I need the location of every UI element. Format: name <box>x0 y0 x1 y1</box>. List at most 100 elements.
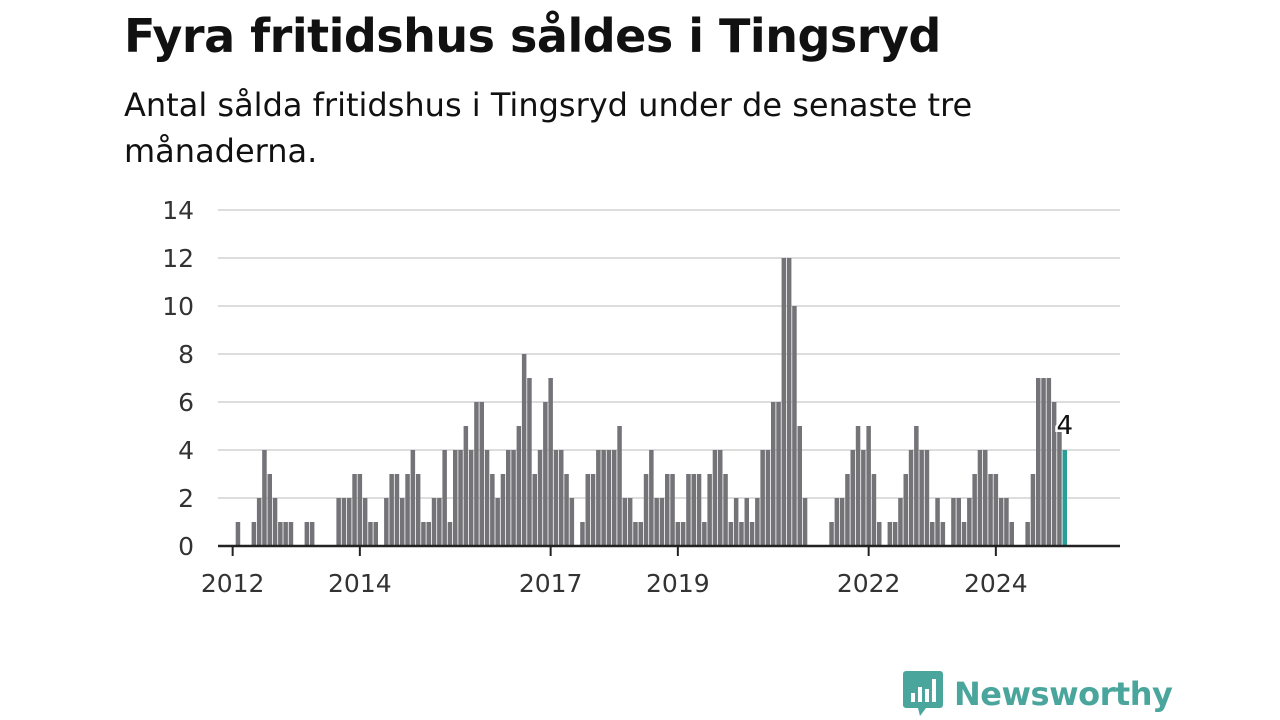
bar <box>914 426 919 546</box>
bar <box>834 498 840 546</box>
bar <box>447 522 453 546</box>
bar <box>1051 402 1057 546</box>
x-tick-label: 2012 <box>201 569 265 598</box>
bar <box>405 474 410 546</box>
bar <box>474 402 479 546</box>
bar <box>691 474 696 546</box>
bar <box>786 258 792 546</box>
bar <box>267 474 272 546</box>
bar <box>665 474 670 546</box>
bar <box>490 474 495 546</box>
bar <box>892 522 898 546</box>
bar <box>336 498 341 546</box>
bar <box>468 450 474 546</box>
bar <box>1041 378 1046 546</box>
x-tick-label: 2022 <box>837 569 901 598</box>
y-tick-label: 14 <box>162 196 194 225</box>
bars <box>235 258 1067 546</box>
x-tick-label: 2017 <box>519 569 583 598</box>
bar <box>887 522 893 546</box>
bar <box>506 450 511 546</box>
bar <box>877 522 882 546</box>
bar <box>309 522 315 546</box>
y-tick-label: 12 <box>162 244 194 273</box>
bar <box>998 498 1004 546</box>
bar <box>426 522 431 546</box>
bar <box>442 450 447 546</box>
bar <box>802 498 808 546</box>
bar <box>384 498 389 546</box>
bar <box>680 522 686 546</box>
bar <box>288 522 294 546</box>
bar <box>347 498 352 546</box>
bar <box>951 498 956 546</box>
latest-value-label: 4 <box>1056 411 1073 441</box>
bar <box>362 498 368 546</box>
bar <box>495 498 500 546</box>
bar <box>511 450 516 546</box>
bar <box>484 450 490 546</box>
bar <box>643 474 649 546</box>
bar <box>251 522 257 546</box>
bar <box>850 450 855 546</box>
bar <box>373 522 378 546</box>
bar <box>479 402 484 546</box>
bar <box>543 402 548 546</box>
bar <box>723 474 728 546</box>
x-tick-label: 2019 <box>646 569 710 598</box>
labels: 0 2 4 6 8 10 12 14 2012 2014 2017 2019 2022 2024 4 <box>162 196 1075 598</box>
bar <box>935 498 940 546</box>
bar <box>792 306 797 546</box>
y-tick-label: 10 <box>162 292 194 321</box>
bar <box>1025 522 1030 546</box>
bar <box>919 450 924 546</box>
bar <box>898 498 903 546</box>
bar <box>453 450 458 546</box>
bar <box>712 450 718 546</box>
bar <box>654 498 659 546</box>
brand-name: Newsworthy <box>954 675 1173 713</box>
bar <box>749 522 755 546</box>
bar <box>262 450 267 546</box>
bar <box>278 522 283 546</box>
bar <box>617 426 622 546</box>
bar <box>755 498 760 546</box>
bar <box>622 498 628 546</box>
bar <box>983 450 988 546</box>
bar <box>845 474 850 546</box>
x-tick-label: 2014 <box>328 569 392 598</box>
bar <box>988 474 993 546</box>
bar <box>400 498 405 546</box>
y-tick-label: 2 <box>178 484 194 513</box>
bar <box>283 522 288 546</box>
bar <box>415 474 421 546</box>
bar <box>569 498 575 546</box>
chart-title: Fyra fritidshus såldes i Tingsryd <box>124 9 941 63</box>
bar <box>633 522 638 546</box>
bar <box>744 498 749 546</box>
bar <box>1036 378 1041 546</box>
bar <box>272 498 278 546</box>
y-tick-label: 0 <box>178 532 194 561</box>
bar <box>1046 378 1052 546</box>
bar <box>961 522 967 546</box>
bar <box>463 426 469 546</box>
bar <box>304 522 310 546</box>
bar <box>993 474 999 546</box>
bar <box>458 450 463 546</box>
bar <box>675 522 681 546</box>
bar <box>760 450 765 546</box>
bar <box>500 474 506 546</box>
y-tick-label: 4 <box>178 436 194 465</box>
bar <box>686 474 691 546</box>
bar <box>1004 498 1009 546</box>
bar <box>797 426 802 546</box>
bar <box>771 402 776 546</box>
bar <box>394 474 400 546</box>
bar <box>940 522 946 546</box>
bar <box>601 450 606 546</box>
bar <box>839 498 845 546</box>
bar <box>924 450 930 546</box>
bar <box>707 474 712 546</box>
